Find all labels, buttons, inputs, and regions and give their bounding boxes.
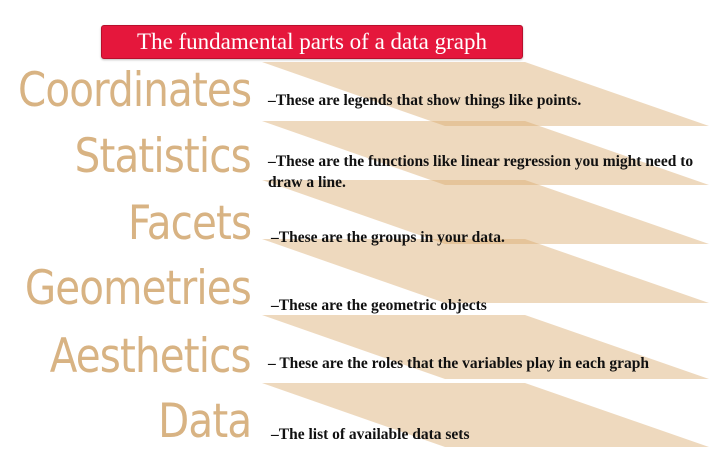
term-aesthetics: Aesthetics	[50, 329, 252, 384]
term-statistics: Statistics	[74, 129, 252, 184]
description-aesthetics: – These are the roles that the variables…	[268, 355, 650, 372]
layer-plane-geometries	[262, 239, 709, 303]
description-coordinates: –These are legends that show things like…	[268, 92, 582, 109]
description-geometries: –These are the geometric objects	[271, 297, 487, 314]
description-facets: –These are the groups in your data.	[271, 229, 505, 246]
term-coordinates: Coordinates	[17, 63, 252, 118]
layer-plane-data	[262, 383, 709, 447]
description-data: –The list of available data sets	[271, 426, 470, 443]
slide-title: The fundamental parts of a data graph	[101, 25, 523, 59]
term-data: Data	[157, 394, 252, 449]
layer-plane-statistics	[262, 121, 709, 185]
term-geometries: Geometries	[24, 261, 252, 316]
term-facets: Facets	[127, 196, 252, 251]
layer-plane-aesthetics	[262, 315, 709, 379]
layer-plane-coordinates	[262, 62, 709, 126]
description-statistics: –These are the functions like linear reg…	[268, 153, 694, 191]
layer-plane-facets	[262, 180, 709, 244]
